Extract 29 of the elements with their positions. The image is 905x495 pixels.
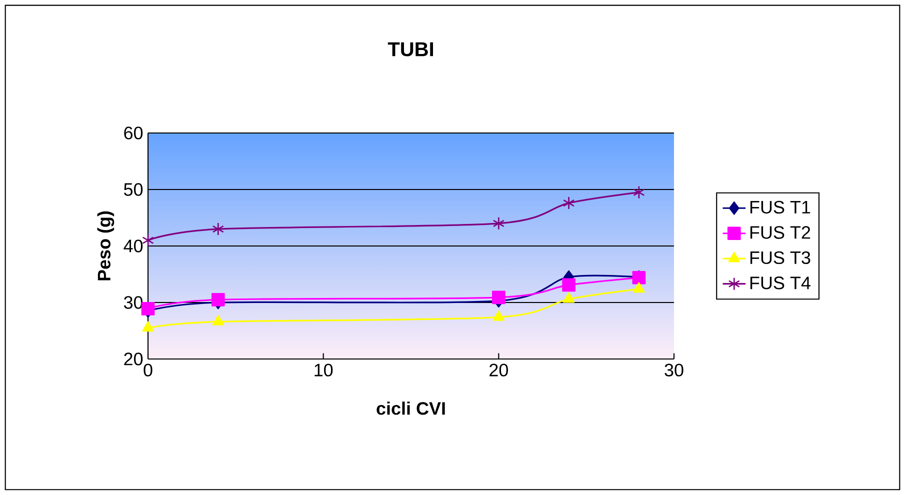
point [142,321,154,332]
x-tick-label: 20 [490,364,508,376]
legend-label: FUS T2 [750,226,810,239]
y-tick-label: 20 [124,352,143,366]
point [562,196,575,210]
point [562,278,576,292]
point [633,186,645,199]
chart-title: TUBI [388,42,433,56]
y-tick-label: 60 [124,126,143,140]
y-tick-label: 40 [124,240,143,252]
y-tick-label: 50 [124,183,143,196]
point [633,282,645,293]
x-axis-title: cicli CVI [376,402,445,415]
legend-label: FUS T4 [750,276,810,290]
point [141,302,155,316]
point [211,292,225,306]
legend-label: FUS T1 [750,200,810,214]
x-tick-label: 0 [144,364,152,376]
x-tick-label: 30 [664,364,684,376]
y-axis-title: Peso (g) [97,211,114,280]
legend-label: FUS T3 [750,251,810,264]
point [562,292,575,303]
y-tick-label: 30 [124,296,143,309]
x-tick-label: 10 [314,364,333,376]
point [212,315,224,326]
point [212,222,224,236]
point [142,234,154,248]
point [492,310,505,321]
point [492,216,505,230]
